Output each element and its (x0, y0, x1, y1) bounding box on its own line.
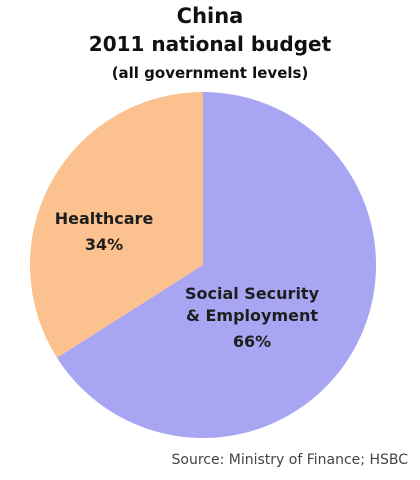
category-label: Social Security & Employment (184, 284, 320, 325)
pie-slice (30, 92, 204, 358)
slice-label: Social Security & Employment 66% (177, 283, 327, 353)
slice-label: Healthcare 34% (49, 208, 159, 256)
pie-slice (56, 92, 377, 438)
chart-note: (all government levels) (111, 64, 309, 82)
source: Source: Ministry of Finance; HSBC (171, 452, 408, 468)
chart-title: China (176, 4, 244, 28)
chart-subtitle: 2011 national budget (88, 32, 332, 56)
value-label: 34% (84, 235, 124, 254)
category-label: Healthcare (54, 209, 154, 228)
value-label: 66% (232, 332, 272, 351)
